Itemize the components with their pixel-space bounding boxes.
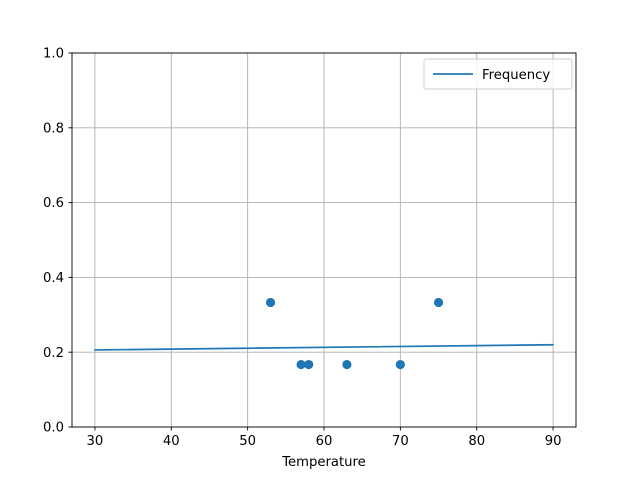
x-tick-label: 80 [468, 434, 485, 449]
y-tick-label: 0.8 [43, 121, 64, 136]
x-axis-ticks: 30 40 50 60 70 80 90 [87, 427, 562, 449]
y-tick-label: 0.0 [43, 421, 64, 436]
scatter-point [265, 297, 276, 308]
y-tick-label: 0.6 [43, 196, 64, 211]
chart-legend[interactable]: Frequency [423, 58, 573, 90]
x-tick-label: 90 [545, 434, 562, 449]
scatter-point [296, 359, 306, 370]
scatter-point [395, 359, 405, 370]
x-tick-label: 60 [316, 434, 333, 449]
x-tick-label: 70 [392, 434, 409, 449]
frequency-line [94, 343, 554, 351]
series-line-frequency [94, 343, 554, 351]
scatter-point [304, 359, 314, 370]
y-tick-label: 0.4 [43, 271, 64, 286]
x-tick-label: 40 [163, 434, 180, 449]
x-axis-title: Temperature [281, 455, 366, 470]
y-tick-label: 1.0 [43, 47, 64, 62]
scatter-point [433, 297, 444, 308]
y-tick-label: 0.2 [43, 346, 64, 361]
scatter-point [342, 359, 352, 370]
x-tick-label: 30 [87, 434, 104, 449]
x-tick-label: 50 [239, 434, 256, 449]
y-axis-ticks: 0.0 0.2 0.4 0.6 0.8 1.0 [43, 47, 72, 436]
legend-label-frequency: Frequency [482, 68, 550, 83]
scatter-points [265, 297, 444, 370]
legend-box [423, 58, 573, 90]
